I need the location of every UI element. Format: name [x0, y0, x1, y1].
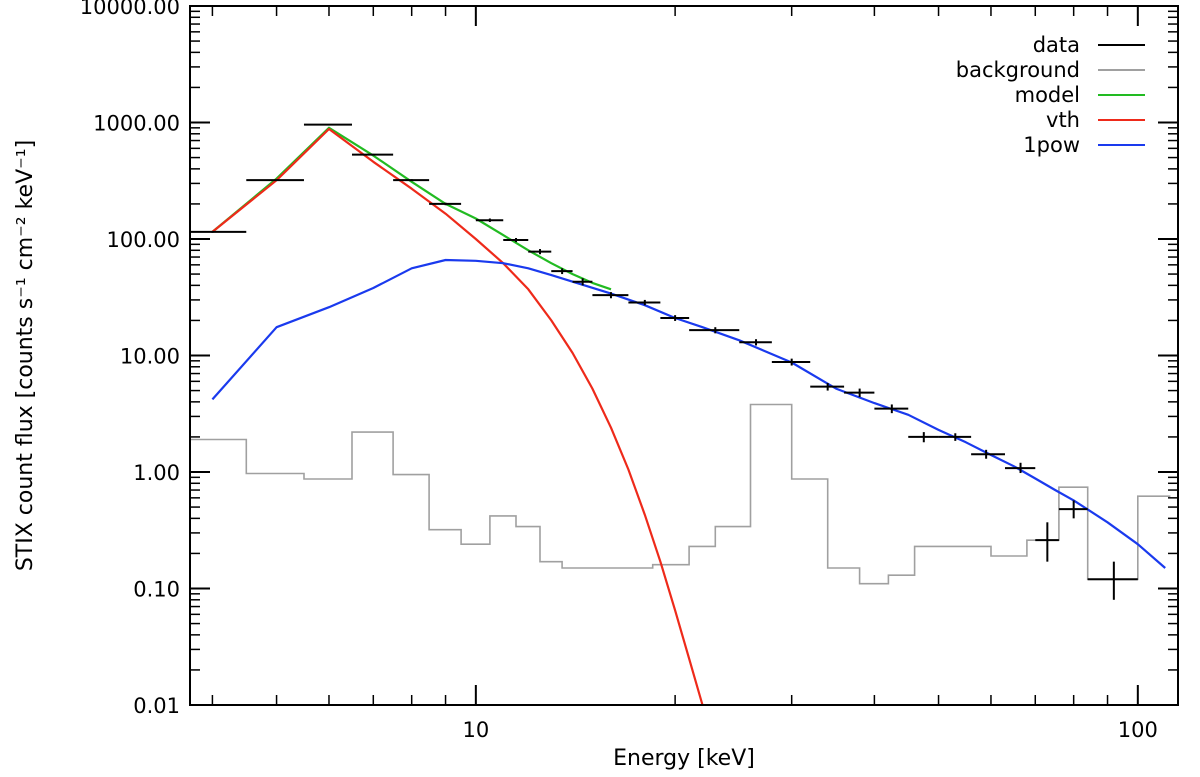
data-point	[628, 299, 661, 306]
data-point	[1004, 462, 1036, 474]
legend-label-model: model	[1015, 83, 1080, 107]
series-1pow	[211, 258, 1166, 569]
y-tick-label: 1.00	[133, 461, 180, 485]
data-point	[689, 327, 740, 334]
legend-label-vth: vth	[1046, 108, 1080, 132]
axis-ticks: 10000.00 1000.00 100.00 10.00 1.00 0.10 0.01 10…	[80, 0, 1178, 742]
legend-label-background: background	[956, 58, 1080, 82]
series-model	[211, 126, 612, 291]
x-axis-title: Energy [keV]	[613, 746, 755, 771]
data-point	[771, 358, 811, 366]
y-tick-label: 0.10	[133, 578, 180, 602]
data-point	[938, 433, 972, 441]
data-point	[303, 123, 352, 126]
data-point	[1035, 522, 1059, 562]
y-tick-label: 10.00	[120, 345, 180, 369]
data-point	[190, 230, 247, 233]
legend-label-1pow: 1pow	[1023, 133, 1080, 157]
plot-frame	[189, 5, 1179, 706]
y-tick-label: 10000.00	[80, 0, 180, 19]
data-point	[351, 153, 394, 156]
data-point	[475, 218, 504, 222]
x-tick-label: 10	[462, 718, 489, 742]
series-background	[190, 403, 1171, 585]
data-point	[739, 339, 772, 346]
data-point	[429, 202, 462, 206]
y-tick-label: 0.01	[133, 694, 180, 718]
data-point	[844, 388, 875, 398]
model-curves	[211, 126, 1166, 706]
series-vth	[211, 127, 704, 706]
y-tick-label: 100.00	[107, 228, 180, 252]
data-point	[592, 292, 629, 299]
data-point	[528, 249, 552, 255]
background-histogram	[190, 403, 1171, 585]
data-point	[874, 404, 909, 414]
legend-label-data: data	[1033, 33, 1080, 57]
data-point	[1087, 561, 1138, 600]
data-point	[810, 383, 845, 391]
y-axis-title: STIX count flux [counts s⁻¹ cm⁻² keV⁻¹]	[13, 140, 38, 571]
data-point	[908, 432, 939, 443]
data-point	[551, 268, 573, 275]
data-point	[971, 449, 1005, 459]
data-points	[190, 123, 1138, 600]
x-tick-label: 100	[1118, 718, 1158, 742]
data-point	[393, 179, 430, 182]
y-tick-label: 1000.00	[93, 112, 180, 136]
data-point	[572, 278, 593, 286]
data-point	[1058, 500, 1088, 519]
data-point	[503, 237, 529, 243]
data-point	[660, 315, 690, 321]
data-point	[246, 179, 304, 182]
